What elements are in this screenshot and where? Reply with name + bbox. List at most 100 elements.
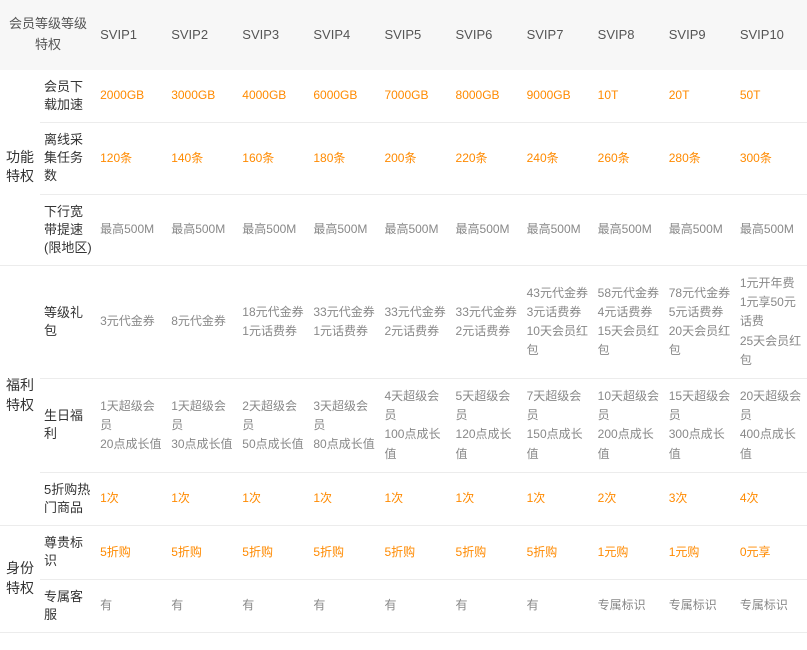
privilege-value: 1次 — [96, 472, 167, 525]
value-line: 1次 — [384, 489, 447, 508]
privilege-value: 200条 — [380, 122, 451, 194]
value-line: 1次 — [527, 489, 590, 508]
privilege-value: 180条 — [309, 122, 380, 194]
value-line: 120点成长值 — [456, 425, 519, 463]
privilege-value: 4000GB — [238, 70, 309, 123]
privilege-value: 58元代金券4元话费券15天会员红包 — [594, 266, 665, 379]
table-row: 身份特权尊贵标识5折购5折购5折购5折购5折购5折购5折购1元购1元购0元享 — [0, 526, 807, 579]
value-line: 1元享50元话费 — [740, 293, 803, 331]
value-line: 200点成长值 — [598, 425, 661, 463]
privilege-value: 8000GB — [452, 70, 523, 123]
value-line: 最高500M — [527, 220, 590, 239]
value-line: 1元购 — [669, 543, 732, 562]
privilege-value: 5折购 — [380, 526, 451, 579]
value-line: 有 — [384, 596, 447, 615]
value-line: 7天超级会员 — [527, 387, 590, 425]
value-line: 43元代金券 — [527, 284, 590, 303]
value-line: 300点成长值 — [669, 425, 732, 463]
privilege-value: 最高500M — [665, 194, 736, 266]
level-header: SVIP7 — [523, 0, 594, 70]
value-line: 1元购 — [598, 543, 661, 562]
value-line: 100点成长值 — [384, 425, 447, 463]
value-line: 4天超级会员 — [384, 387, 447, 425]
privilege-value: 20T — [665, 70, 736, 123]
privilege-value: 4天超级会员100点成长值 — [380, 379, 451, 473]
privilege-value: 1次 — [523, 472, 594, 525]
value-line: 30点成长值 — [171, 435, 234, 454]
level-header: SVIP10 — [736, 0, 807, 70]
value-line: 有 — [171, 596, 234, 615]
privilege-value: 7天超级会员150点成长值 — [523, 379, 594, 473]
privilege-label: 专属客服 — [40, 579, 96, 632]
value-line: 3元话费券 — [527, 303, 590, 322]
value-line: 专属标识 — [669, 596, 732, 615]
value-line: 120条 — [100, 149, 163, 168]
value-line: 3天超级会员 — [313, 397, 376, 435]
table-row: 离线采集任务数120条140条160条180条200条220条240条260条2… — [0, 122, 807, 194]
value-line: 5元话费券 — [669, 303, 732, 322]
privilege-value: 8元代金券 — [167, 266, 238, 379]
privilege-value: 2天超级会员50点成长值 — [238, 379, 309, 473]
value-line: 140条 — [171, 149, 234, 168]
value-line: 0元享 — [740, 543, 803, 562]
level-header: SVIP1 — [96, 0, 167, 70]
privilege-value: 最高500M — [238, 194, 309, 266]
privilege-value: 有 — [309, 579, 380, 632]
privilege-label: 等级礼包 — [40, 266, 96, 379]
value-line: 最高500M — [313, 220, 376, 239]
value-line: 8000GB — [456, 86, 519, 105]
privilege-value: 5折购 — [96, 526, 167, 579]
value-line: 150点成长值 — [527, 425, 590, 463]
value-line: 专属标识 — [740, 596, 803, 615]
privilege-value: 1次 — [167, 472, 238, 525]
privilege-value: 50T — [736, 70, 807, 123]
privilege-value: 有 — [452, 579, 523, 632]
value-line: 25天会员红包 — [740, 332, 803, 370]
privilege-value: 2000GB — [96, 70, 167, 123]
table-row: 5折购热门商品1次1次1次1次1次1次1次2次3次4次 — [0, 472, 807, 525]
value-line: 4000GB — [242, 86, 305, 105]
privilege-value: 280条 — [665, 122, 736, 194]
value-line: 160条 — [242, 149, 305, 168]
level-header: SVIP9 — [665, 0, 736, 70]
value-line: 220条 — [456, 149, 519, 168]
privilege-value: 9000GB — [523, 70, 594, 123]
privilege-value: 1天超级会员20点成长值 — [96, 379, 167, 473]
value-line: 最高500M — [384, 220, 447, 239]
privilege-value: 5折购 — [238, 526, 309, 579]
value-line: 最高500M — [456, 220, 519, 239]
value-line: 有 — [527, 596, 590, 615]
privilege-value: 33元代金券1元话费券 — [309, 266, 380, 379]
value-line: 3000GB — [171, 86, 234, 105]
value-line: 1次 — [456, 489, 519, 508]
value-line: 8元代金券 — [171, 312, 234, 331]
value-line: 2元话费券 — [456, 322, 519, 341]
privilege-value: 最高500M — [167, 194, 238, 266]
value-line: 3元代金券 — [100, 312, 163, 331]
table-row: 下行宽带提速(限地区)最高500M最高500M最高500M最高500M最高500… — [0, 194, 807, 266]
privilege-value: 3天超级会员80点成长值 — [309, 379, 380, 473]
value-line: 78元代金券 — [669, 284, 732, 303]
value-line: 1天超级会员 — [171, 397, 234, 435]
value-line: 5折购 — [313, 543, 376, 562]
value-line: 有 — [456, 596, 519, 615]
value-line: 33元代金券 — [313, 303, 376, 322]
value-line: 9000GB — [527, 86, 590, 105]
privilege-value: 有 — [96, 579, 167, 632]
privilege-value: 0元享 — [736, 526, 807, 579]
value-line: 5折购 — [384, 543, 447, 562]
value-line: 20点成长值 — [100, 435, 163, 454]
category-label: 福利特权 — [0, 266, 40, 526]
value-line: 280条 — [669, 149, 732, 168]
value-line: 2000GB — [100, 86, 163, 105]
level-header: SVIP3 — [238, 0, 309, 70]
value-line: 10天超级会员 — [598, 387, 661, 425]
value-line: 260条 — [598, 149, 661, 168]
category-label: 功能特权 — [0, 70, 40, 266]
value-line: 5折购 — [100, 543, 163, 562]
privilege-value: 3000GB — [167, 70, 238, 123]
table-row: 福利特权等级礼包3元代金券8元代金券18元代金券1元话费券33元代金券1元话费券… — [0, 266, 807, 379]
privilege-value: 最高500M — [594, 194, 665, 266]
privilege-value: 33元代金券2元话费券 — [452, 266, 523, 379]
privilege-value: 专属标识 — [665, 579, 736, 632]
